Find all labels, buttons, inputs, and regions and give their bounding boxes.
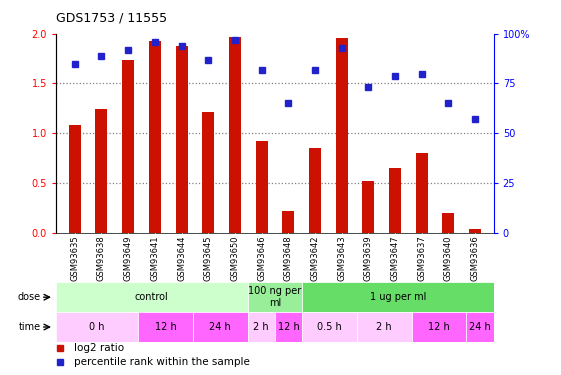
Text: 0.5 h: 0.5 h bbox=[317, 322, 342, 332]
Text: GSM93648: GSM93648 bbox=[284, 235, 293, 281]
Text: 12 h: 12 h bbox=[428, 322, 450, 332]
Bar bbox=[275, 312, 302, 342]
Text: GSM93649: GSM93649 bbox=[123, 235, 132, 280]
Bar bbox=[69, 125, 81, 232]
Text: GSM93641: GSM93641 bbox=[150, 235, 159, 280]
Text: GSM93650: GSM93650 bbox=[231, 235, 240, 280]
Text: GSM93645: GSM93645 bbox=[204, 235, 213, 280]
Text: GSM93647: GSM93647 bbox=[390, 235, 399, 281]
Bar bbox=[56, 312, 138, 342]
Bar bbox=[229, 37, 241, 232]
Bar bbox=[138, 312, 193, 342]
Bar bbox=[466, 312, 494, 342]
Text: 12 h: 12 h bbox=[155, 322, 176, 332]
Bar bbox=[389, 168, 401, 232]
Bar bbox=[247, 282, 302, 312]
Text: dose: dose bbox=[17, 292, 41, 302]
Bar bbox=[335, 38, 348, 232]
Text: 24 h: 24 h bbox=[469, 322, 491, 332]
Bar bbox=[302, 312, 357, 342]
Bar bbox=[256, 141, 268, 232]
Bar bbox=[309, 148, 321, 232]
Text: 2 h: 2 h bbox=[254, 322, 269, 332]
Bar bbox=[122, 60, 134, 232]
Text: GSM93642: GSM93642 bbox=[310, 235, 319, 280]
Bar bbox=[357, 312, 412, 342]
Bar bbox=[282, 211, 294, 232]
Text: GSM93638: GSM93638 bbox=[97, 235, 106, 281]
Bar bbox=[362, 181, 374, 232]
Text: GSM93640: GSM93640 bbox=[444, 235, 453, 280]
Bar bbox=[176, 46, 187, 232]
Text: 100 ng per
ml: 100 ng per ml bbox=[249, 286, 301, 308]
Bar bbox=[469, 229, 481, 232]
Bar bbox=[202, 112, 214, 232]
Text: GSM93644: GSM93644 bbox=[177, 235, 186, 280]
Bar bbox=[416, 153, 427, 232]
Text: log2 ratio: log2 ratio bbox=[73, 344, 124, 353]
Bar bbox=[247, 312, 275, 342]
Text: GSM93643: GSM93643 bbox=[337, 235, 346, 281]
Text: 0 h: 0 h bbox=[89, 322, 105, 332]
Bar bbox=[442, 213, 454, 232]
Text: percentile rank within the sample: percentile rank within the sample bbox=[73, 357, 250, 368]
Bar bbox=[193, 312, 247, 342]
Text: GSM93646: GSM93646 bbox=[257, 235, 266, 281]
Bar bbox=[302, 282, 494, 312]
Text: GDS1753 / 11555: GDS1753 / 11555 bbox=[56, 11, 167, 24]
Text: GSM93637: GSM93637 bbox=[417, 235, 426, 281]
Text: 24 h: 24 h bbox=[209, 322, 231, 332]
Text: control: control bbox=[135, 292, 169, 302]
Bar bbox=[412, 312, 466, 342]
Text: time: time bbox=[19, 322, 41, 332]
Bar bbox=[149, 41, 161, 232]
Text: 2 h: 2 h bbox=[376, 322, 392, 332]
Bar bbox=[95, 109, 108, 232]
Text: GSM93635: GSM93635 bbox=[70, 235, 79, 281]
Text: GSM93636: GSM93636 bbox=[471, 235, 480, 281]
Text: 1 ug per ml: 1 ug per ml bbox=[370, 292, 426, 302]
Bar bbox=[56, 282, 247, 312]
Text: 12 h: 12 h bbox=[278, 322, 300, 332]
Text: GSM93639: GSM93639 bbox=[364, 235, 373, 281]
